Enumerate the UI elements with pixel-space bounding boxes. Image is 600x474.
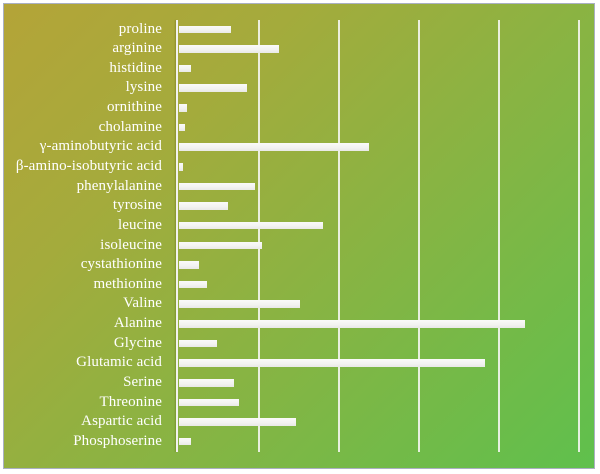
bar <box>178 398 240 407</box>
category-label: cystathionine <box>80 256 162 273</box>
gridline <box>497 19 500 452</box>
bar <box>178 221 324 230</box>
bar <box>178 104 188 112</box>
bar <box>178 359 485 367</box>
category-label: Serine <box>123 373 162 390</box>
bar <box>178 437 191 446</box>
bar <box>178 25 231 34</box>
bar <box>178 300 301 308</box>
category-label: methionine <box>93 275 162 292</box>
category-label: Threonine <box>99 393 162 410</box>
gridline <box>257 19 260 452</box>
category-label: Alanine <box>113 315 162 332</box>
bar <box>178 418 297 426</box>
category-label: proline <box>118 20 162 37</box>
category-label: ornithine <box>106 99 162 116</box>
bar <box>178 64 191 73</box>
bar <box>178 261 199 269</box>
gridline <box>417 19 420 452</box>
gridline <box>337 19 340 452</box>
bar <box>178 320 525 328</box>
bar <box>178 241 262 250</box>
bar <box>178 45 280 53</box>
category-label: isoleucine <box>100 236 162 253</box>
category-label: Valine <box>123 295 162 312</box>
category-label: lysine <box>125 79 162 96</box>
value-axis-line <box>176 19 179 452</box>
category-label: β-amino-isobutyric acid <box>15 157 162 174</box>
category-label: Glutamic acid <box>76 354 162 371</box>
bar <box>178 379 234 387</box>
bar <box>178 202 229 210</box>
category-label: tyrosine <box>112 197 162 214</box>
bar <box>178 182 256 191</box>
category-label: Phosphoserine <box>73 432 162 449</box>
category-label: leucine <box>117 216 162 233</box>
bar <box>178 143 369 151</box>
bar <box>178 339 217 348</box>
category-label: γ-aminobutyric acid <box>39 138 162 155</box>
category-label: histidine <box>109 59 162 76</box>
bar <box>178 280 207 289</box>
chart-frame: proline arginine histidine lysine ornithine c… <box>3 3 595 469</box>
plot-area: proline arginine histidine lysine ornithine c… <box>4 4 594 468</box>
gridline <box>577 19 580 452</box>
category-label: phenylalanine <box>76 177 162 194</box>
category-label: arginine <box>112 40 162 57</box>
category-label: Aspartic acid <box>81 413 162 430</box>
bar <box>178 163 183 171</box>
bar <box>178 84 248 92</box>
bar <box>178 123 185 132</box>
category-label: cholamine <box>98 118 162 135</box>
category-label: Glycine <box>113 334 162 351</box>
